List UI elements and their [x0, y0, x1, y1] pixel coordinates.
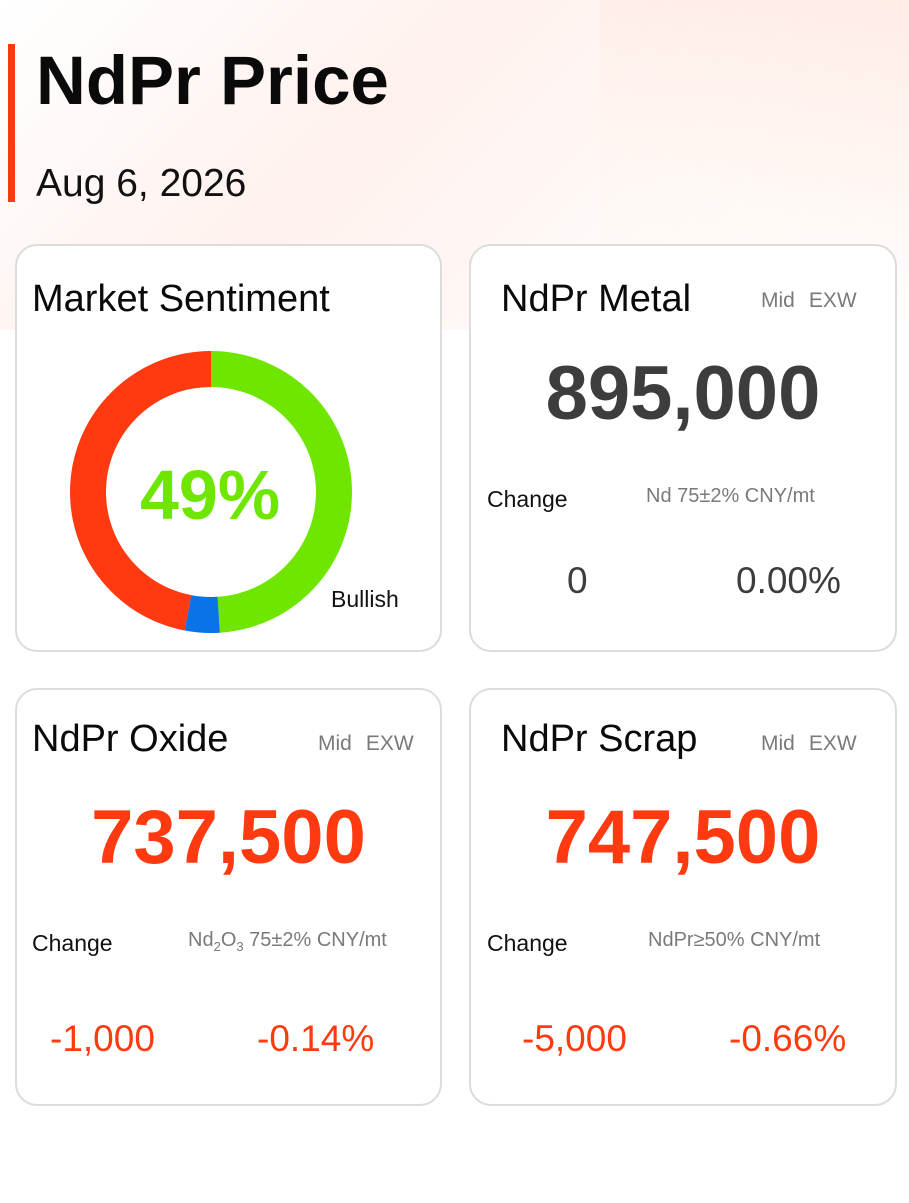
oxide-spec-mid: O [220, 929, 237, 951]
metal-change-label: Change [487, 486, 568, 512]
metal-card: NdPr Metal Mid EXW 895,000 Change Nd 75±2… [469, 244, 897, 652]
scrap-change-abs: -5,000 [522, 1018, 627, 1059]
metal-mid-label: Mid [761, 289, 795, 312]
oxide-change-abs: -1,000 [50, 1018, 155, 1059]
page-date: Aug 6, 2026 [36, 162, 247, 205]
oxide-change-label: Change [32, 930, 113, 956]
scrap-meta: Mid EXW [761, 733, 857, 754]
scrap-change-label: Change [487, 930, 568, 956]
oxide-spec-sub2: 3 [236, 939, 244, 954]
sentiment-donut-chart [70, 351, 352, 633]
metal-change-abs: 0 [567, 560, 588, 601]
metal-meta: Mid EXW [761, 290, 857, 311]
sentiment-label: Bullish [331, 586, 399, 612]
scrap-exw-label: EXW [808, 732, 857, 755]
oxide-spec-suffix: 75±2% CNY/mt [243, 929, 387, 951]
oxide-exw-label: EXW [365, 732, 414, 755]
donut-segment-bullish [211, 351, 352, 633]
oxide-change-pct: -0.14% [257, 1018, 375, 1059]
metal-spec: Nd 75±2% CNY/mt [646, 485, 815, 507]
scrap-spec: NdPr≥50% CNY/mt [648, 929, 821, 951]
scrap-card: NdPr Scrap Mid EXW 747,500 Change NdPr≥50… [469, 688, 897, 1106]
oxide-meta: Mid EXW [318, 733, 414, 754]
oxide-price: 737,500 [91, 795, 366, 880]
donut-segment-neutral [184, 595, 220, 633]
oxide-spec: Nd2O3 75±2% CNY/mt [188, 930, 387, 953]
scrap-card-title: NdPr Scrap [501, 718, 698, 760]
sentiment-card: Market Sentiment 49% Bullish [15, 244, 442, 652]
page-title: NdPr Price [36, 42, 389, 119]
title-accent-bar [8, 44, 15, 202]
metal-exw-label: EXW [808, 289, 857, 312]
oxide-spec-prefix: Nd [188, 929, 214, 951]
sentiment-percent: 49% [140, 456, 281, 534]
scrap-price: 747,500 [545, 795, 821, 880]
oxide-spec-sub1: 2 [213, 939, 221, 954]
scrap-mid-label: Mid [761, 732, 795, 755]
oxide-card: NdPr Oxide Mid EXW 737,500 Change Nd2O3 7… [15, 688, 442, 1106]
metal-change-pct: 0.00% [736, 560, 841, 601]
oxide-mid-label: Mid [318, 732, 352, 755]
metal-card-title: NdPr Metal [501, 278, 692, 320]
scrap-change-pct: -0.66% [729, 1018, 847, 1059]
sentiment-card-title: Market Sentiment [32, 278, 330, 320]
oxide-card-title: NdPr Oxide [32, 718, 229, 760]
donut-segment-bearish [70, 351, 212, 631]
metal-price: 895,000 [545, 351, 821, 436]
